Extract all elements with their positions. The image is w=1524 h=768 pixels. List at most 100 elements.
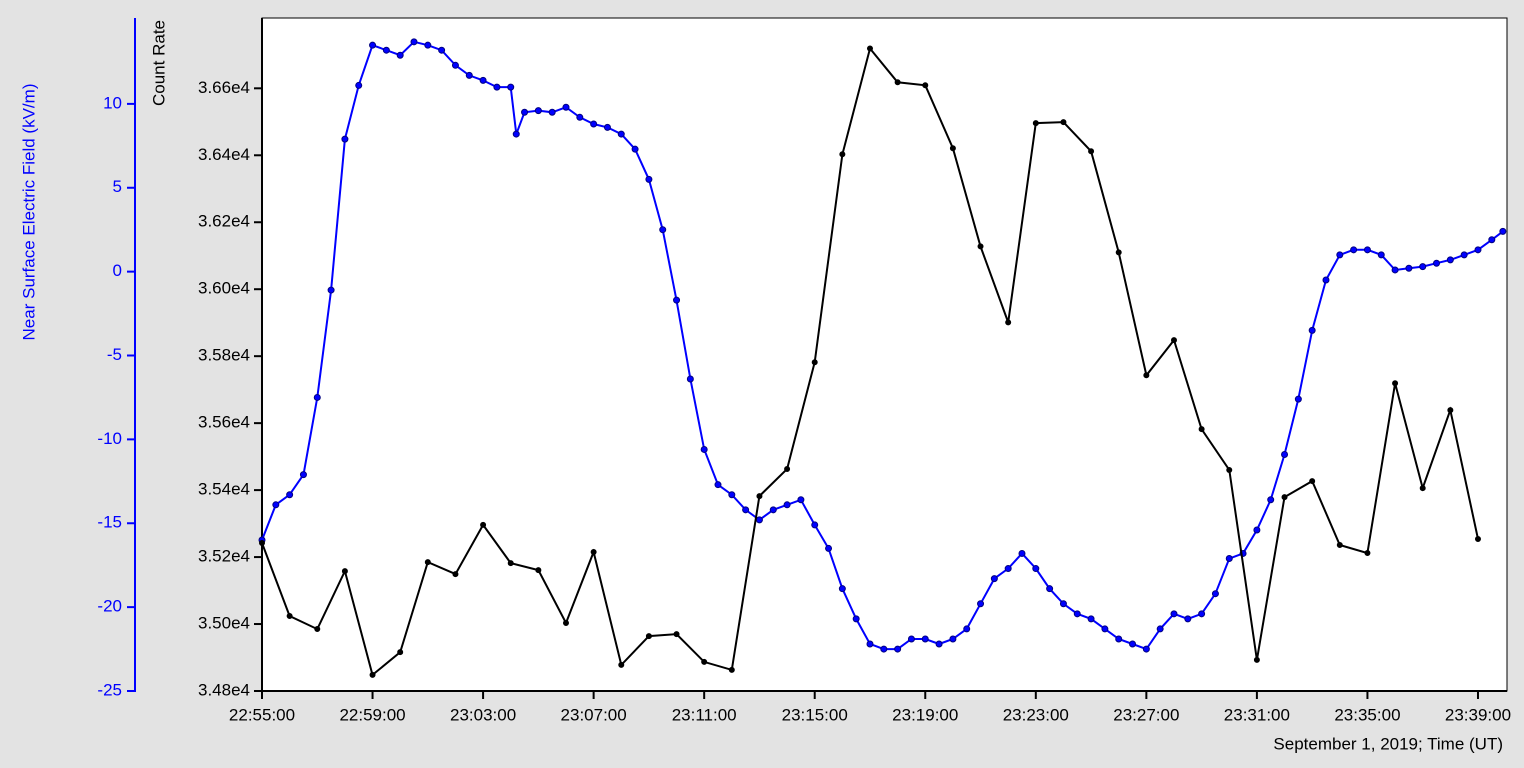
data-point: [838, 585, 846, 593]
y2-tick-label: 3.62e4: [198, 212, 250, 231]
data-point: [963, 625, 971, 633]
data-point: [825, 544, 833, 552]
data-point: [1364, 550, 1371, 557]
data-point: [1226, 467, 1233, 474]
data-point: [1129, 640, 1137, 648]
data-point: [590, 120, 598, 128]
data-point: [369, 671, 376, 678]
data-point: [977, 243, 984, 250]
data-point: [1198, 426, 1205, 433]
x-tick-label: 22:59:00: [339, 705, 405, 724]
data-point: [1446, 256, 1454, 264]
data-point: [1115, 249, 1122, 256]
x-tick-label: 23:11:00: [672, 705, 737, 724]
y2-tick-label: 3.66e4: [198, 78, 250, 97]
x-axis-label: September 1, 2019; Time (UT): [1273, 734, 1503, 753]
data-point: [438, 46, 446, 54]
data-point: [1018, 549, 1026, 557]
data-point: [949, 145, 956, 152]
data-point: [1032, 565, 1040, 573]
data-point: [1433, 259, 1441, 267]
data-point: [921, 635, 929, 643]
data-point: [480, 521, 487, 528]
data-point: [341, 568, 348, 575]
data-point: [493, 83, 501, 91]
data-point: [451, 61, 459, 69]
data-point: [811, 359, 818, 366]
data-point: [1005, 319, 1012, 326]
data-point: [396, 51, 404, 59]
y-tick-label: 10: [103, 93, 122, 112]
data-point: [1115, 635, 1123, 643]
data-point: [728, 491, 736, 499]
data-point: [617, 130, 625, 138]
data-point: [742, 506, 750, 514]
y2-tick-label: 3.56e4: [198, 413, 250, 432]
data-point: [922, 82, 929, 89]
data-point: [894, 645, 902, 653]
data-point: [797, 496, 805, 504]
y-tick-label: -20: [97, 597, 122, 616]
data-point: [866, 640, 874, 648]
data-point: [548, 108, 556, 116]
data-point: [756, 493, 763, 500]
data-point: [369, 41, 377, 49]
data-point: [1073, 610, 1081, 618]
y-tick-label: 0: [113, 261, 122, 280]
data-point: [907, 635, 915, 643]
data-point: [603, 123, 611, 131]
data-point: [286, 612, 293, 619]
data-point: [590, 549, 597, 556]
data-point: [1474, 246, 1482, 254]
data-point: [784, 466, 791, 473]
x-tick-label: 23:03:00: [450, 705, 516, 724]
data-point: [1087, 615, 1095, 623]
data-point: [618, 661, 625, 668]
y-tick-label: -5: [107, 345, 122, 364]
data-point: [977, 600, 985, 608]
data-point: [990, 575, 998, 583]
data-point: [1088, 148, 1095, 155]
data-point: [576, 113, 584, 121]
data-point: [341, 135, 349, 143]
data-point: [645, 175, 653, 183]
data-point: [659, 226, 667, 234]
data-point: [714, 481, 722, 489]
data-point: [1060, 119, 1067, 126]
data-point: [1447, 407, 1454, 414]
data-point: [1419, 263, 1427, 271]
data-point: [1460, 251, 1468, 259]
plot-area: [261, 17, 1508, 692]
x-tick-label: 23:39:00: [1445, 705, 1511, 724]
data-point: [507, 560, 514, 567]
data-point: [286, 491, 294, 499]
data-point: [1405, 264, 1413, 272]
data-point: [313, 393, 321, 401]
data-point: [382, 46, 390, 54]
data-point: [1156, 625, 1164, 633]
x-tick-label: 23:19:00: [892, 705, 958, 724]
x-tick-label: 23:35:00: [1334, 705, 1400, 724]
y2-tick-label: 3.64e4: [198, 145, 250, 164]
data-point: [1267, 496, 1275, 504]
data-point: [1281, 450, 1289, 458]
data-point: [562, 103, 570, 111]
data-point: [424, 41, 432, 49]
data-point: [1184, 615, 1192, 623]
data-point: [424, 559, 431, 566]
data-point: [1474, 535, 1481, 542]
data-point: [397, 649, 404, 656]
x-tick-label: 23:07:00: [561, 705, 627, 724]
y-tick-label: 5: [113, 177, 122, 196]
data-point: [512, 130, 520, 138]
data-point: [673, 631, 680, 638]
data-point: [521, 108, 529, 116]
data-point: [700, 445, 708, 453]
y2-tick-label: 3.50e4: [198, 614, 250, 633]
data-point: [880, 645, 888, 653]
data-point: [1336, 251, 1344, 259]
x-tick-label: 23:23:00: [1003, 705, 1069, 724]
data-point: [1308, 326, 1316, 334]
data-point: [1225, 554, 1233, 562]
